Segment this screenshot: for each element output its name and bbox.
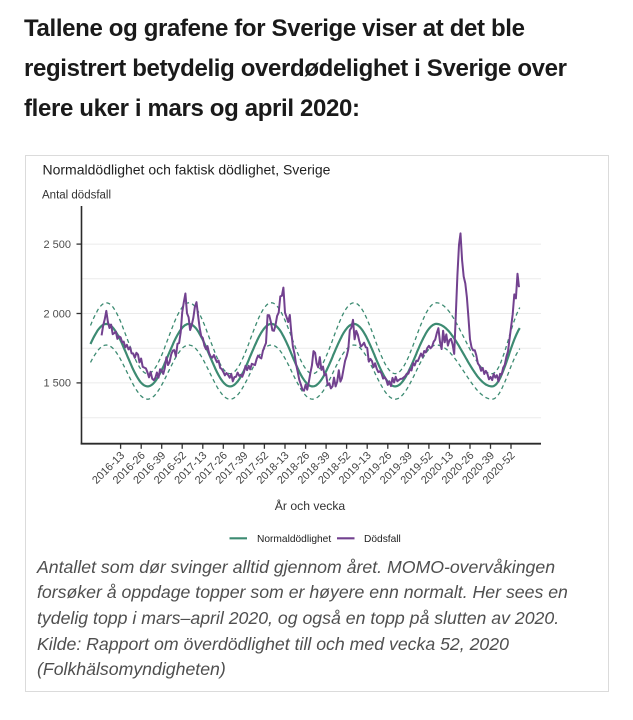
svg-text:2 000: 2 000 xyxy=(43,308,71,320)
svg-text:2 500: 2 500 xyxy=(43,239,71,251)
svg-text:Antal dödsfall: Antal dödsfall xyxy=(42,190,111,202)
svg-text:Normaldödlighet och faktisk dö: Normaldödlighet och faktisk dödlighet, S… xyxy=(43,162,331,178)
svg-text:Dödsfall: Dödsfall xyxy=(364,534,401,545)
svg-text:År och vecka: År och vecka xyxy=(275,498,346,513)
svg-text:Normaldödlighet: Normaldödlighet xyxy=(257,534,331,545)
svg-text:1 500: 1 500 xyxy=(43,378,71,390)
